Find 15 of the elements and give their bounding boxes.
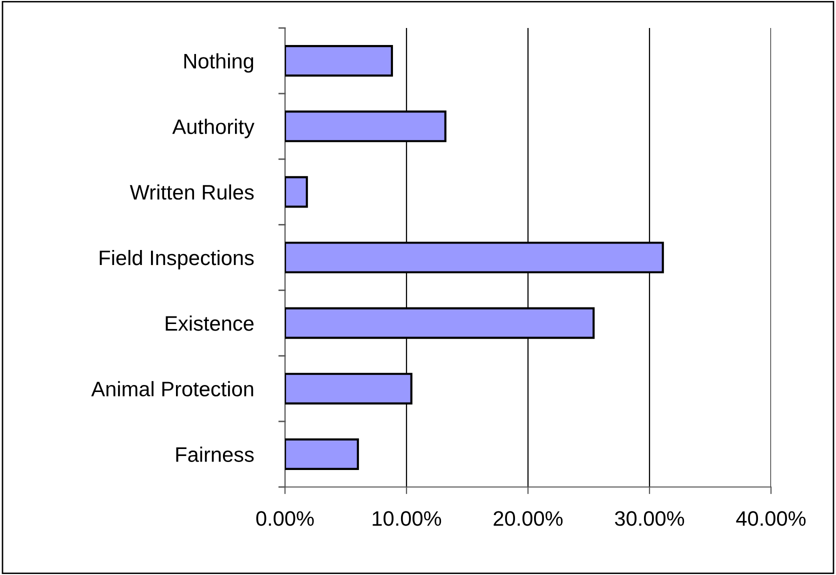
y-tick-label: Animal Protection (91, 381, 254, 396)
bar (285, 176, 308, 208)
x-tick-label: 10.00% (372, 511, 442, 526)
x-tick-label: 30.00% (614, 511, 684, 526)
bar (285, 44, 393, 77)
y-tick-label: Nothing (184, 53, 254, 73)
x-tick-label: 20.00% (494, 511, 563, 526)
y-tick-label: Authority (172, 118, 254, 138)
y-tick-label: Fairness (176, 446, 254, 462)
x-tick-label: 0.00% (256, 511, 314, 526)
y-tick-label: Written Rules (130, 184, 254, 200)
bar (285, 438, 359, 470)
x-tick-label: 40.00% (736, 511, 806, 526)
y-tick-label: Field Inspections (100, 250, 254, 270)
y-tick-label: Existence (166, 316, 254, 331)
